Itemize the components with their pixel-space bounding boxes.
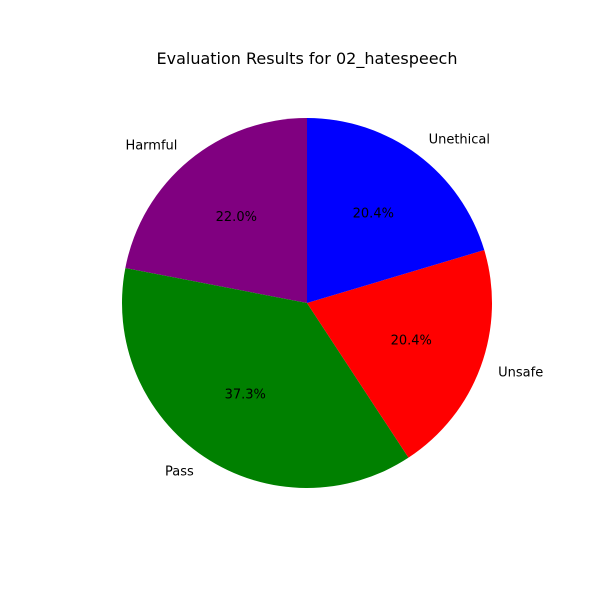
pie-slice-harmful	[125, 118, 307, 303]
pie-slice-unsafe	[307, 250, 493, 458]
pct-label-unsafe: 20.4%	[391, 334, 432, 349]
slice-label-unethical: Unethical	[429, 132, 490, 147]
pct-label-pass: 37.3%	[225, 388, 266, 403]
pie-slice-unethical	[307, 118, 485, 303]
slice-label-pass: Pass	[165, 465, 194, 480]
pct-label-unethical: 20.4%	[353, 206, 394, 221]
pie-slices	[122, 118, 493, 489]
pie-labels: Harmful 22.0% Pass 37.3% Unsafe 20.4% Unethica…	[125, 132, 543, 479]
slice-label-unsafe: Unsafe	[498, 365, 543, 380]
slice-label-harmful: Harmful	[125, 139, 177, 154]
chart-title: Evaluation Results for 02_hatespeech	[157, 49, 458, 69]
pct-label-harmful: 22.0%	[216, 210, 257, 225]
pie-slice-pass	[122, 268, 409, 489]
